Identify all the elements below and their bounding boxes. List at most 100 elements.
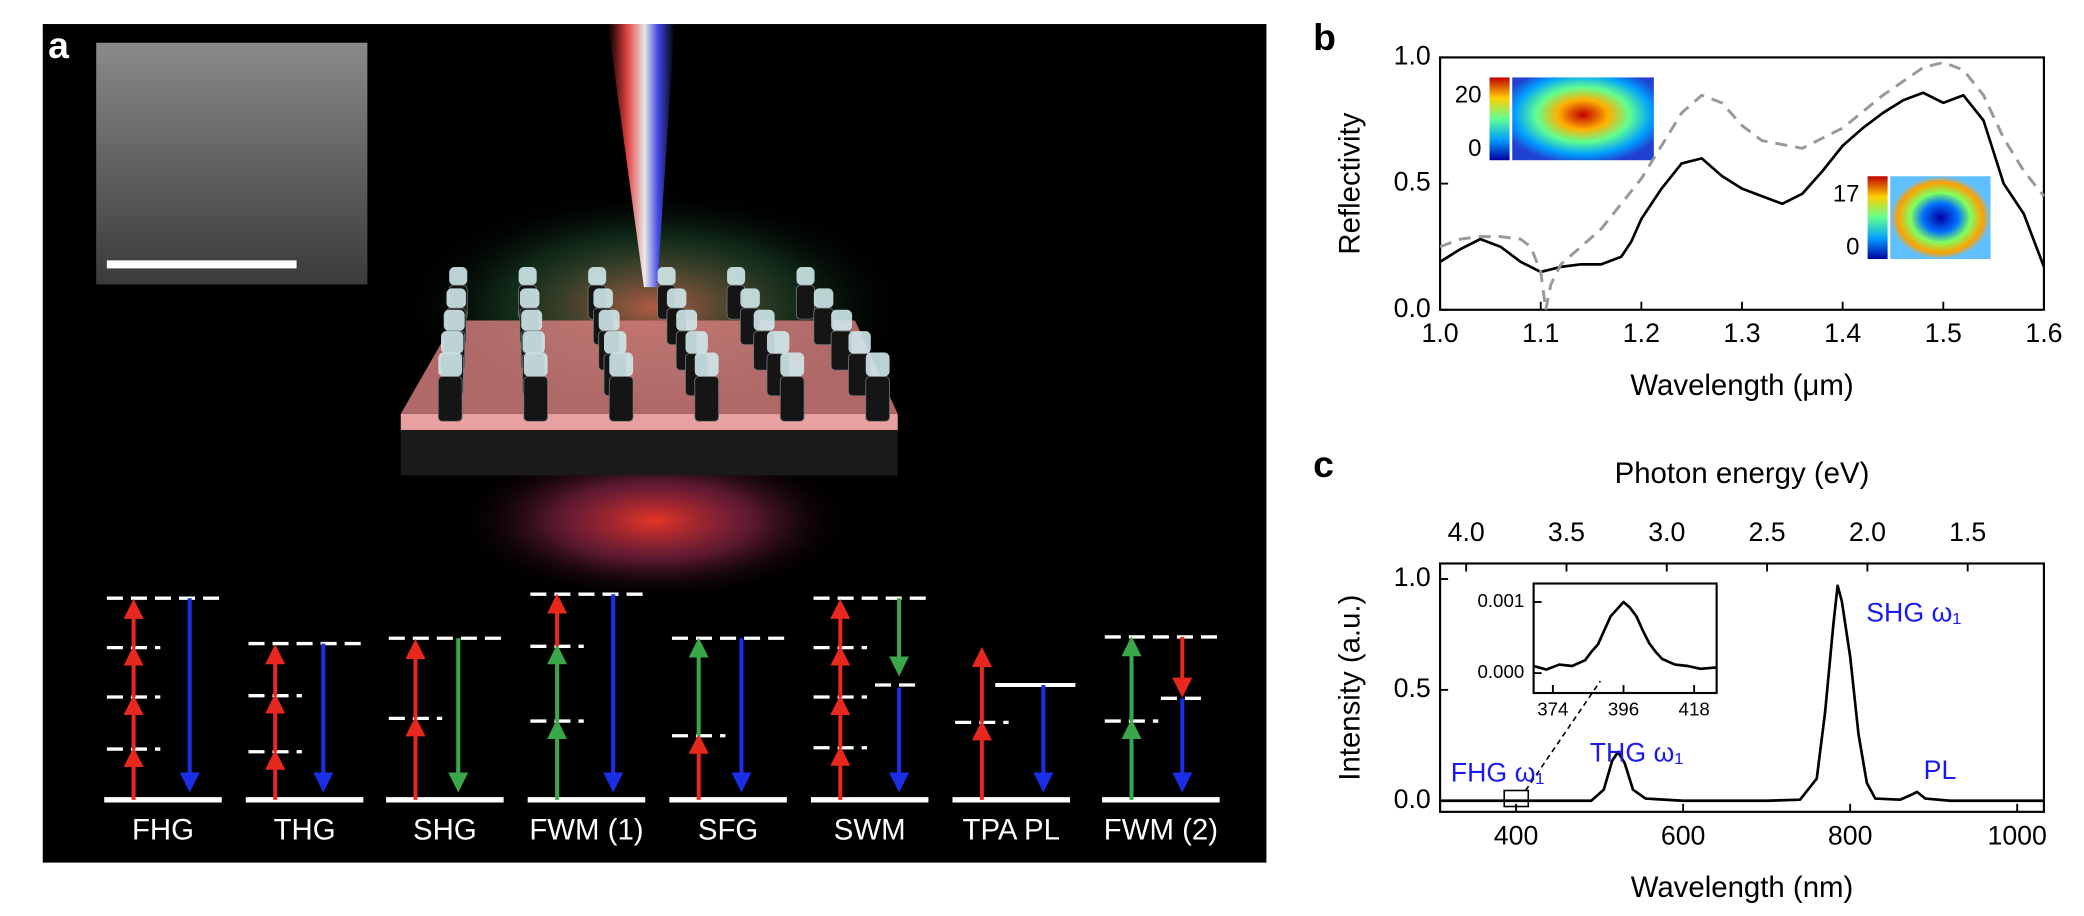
pillar [813,288,834,309]
colorbar-tick-label: 0 [1846,234,1859,261]
pillar [657,267,676,286]
pillar [609,352,634,377]
pillar [438,352,463,377]
pillar [598,309,620,331]
y-axis-label: Reflectivity [1334,112,1367,254]
x-tick-label: 1.4 [1824,318,1861,348]
colorbar [1867,176,1888,260]
pillar [766,331,790,354]
x2-tick-label: 3.0 [1648,517,1685,547]
field-map [1512,77,1654,161]
y-tick-label: 0.5 [1394,673,1431,703]
pillar [523,376,548,422]
pillar [813,307,834,346]
pillar [593,288,613,309]
peak-annotation: THG ω₁ [1590,737,1684,767]
x-tick-label: 1.6 [2025,318,2062,348]
x2-tick-label: 1.5 [1949,517,1986,547]
y-tick-label: 0.5 [1394,167,1431,197]
pillar [796,267,815,286]
field-map [1890,176,1991,260]
x-tick-label: 600 [1661,820,1706,850]
pillar [446,288,466,309]
x-tick-label: 400 [1494,820,1539,850]
data-line [1440,584,2044,803]
pillar [437,376,463,422]
scale-bar [106,260,297,269]
laser-beam [607,24,675,288]
pillar [521,309,543,331]
x-axis-label: Wavelength (nm) [1631,871,1854,904]
pillar [694,376,719,422]
process-label: TPA PL [963,814,1060,847]
pillar [522,331,545,354]
x2-tick-label: 2.5 [1749,517,1786,547]
peak-annotation: PL [1924,755,1957,785]
pillar [796,284,815,320]
x-axis-label: Wavelength (μm) [1630,369,1853,402]
y-tick-label: 0.001 [1477,590,1524,611]
pillar [523,352,548,377]
pillar [780,352,805,377]
y-tick-label: 0.000 [1477,661,1524,682]
pillar [694,352,719,377]
process-label: SFG [698,814,758,847]
colorbar-tick-label: 20 [1455,81,1482,108]
substrate-base [400,429,898,476]
pillar [603,331,627,354]
panel-label: b [1313,16,1336,58]
colorbar-tick-label: 17 [1833,180,1860,207]
pillar [519,288,540,309]
y-tick-label: 0.0 [1394,784,1431,814]
process-label: SWM [834,814,906,847]
x-tick-label: 1.5 [1925,318,1962,348]
plot-frame [1439,562,2045,813]
pillar [608,376,634,422]
y-tick-label: 0.0 [1394,293,1431,323]
x-tick-label: 418 [1679,699,1710,720]
process-label: THG [274,814,336,847]
pillar [779,376,805,422]
peak-annotation: SHG ω₁ [1866,597,1961,627]
x2-axis-label: Photon energy (eV) [1615,457,1870,490]
pillar [727,267,746,286]
data-line [1439,91,2046,274]
x-tick-label: 1.0 [1422,318,1459,348]
pillar [518,267,537,286]
peak-annotation: FHG ω₁ [1451,758,1545,788]
pillar [740,288,760,309]
process-label: SHG [413,814,477,847]
energy-diagrams [104,592,1220,803]
pillar [441,331,464,354]
process-label: FWM (1) [529,814,643,847]
pillar [753,309,775,331]
x2-tick-label: 2.0 [1849,517,1886,547]
pillar [443,309,465,331]
y-tick-label: 1.0 [1394,40,1431,70]
x-tick-label: 1.2 [1623,318,1660,348]
x-tick-label: 1.3 [1723,318,1760,348]
colorbar-tick-label: 0 [1468,135,1481,162]
y-tick-label: 1.0 [1394,562,1431,592]
x-tick-label: 1000 [1987,820,2046,850]
process-label: FWM (2) [1104,814,1218,847]
pillar [685,331,708,354]
plot-frame [1532,582,1718,695]
colorbar [1489,77,1510,161]
pillars [437,267,890,422]
pillar [848,331,871,354]
pillar [831,309,853,331]
zoom-line [1524,680,1602,791]
data-line [1533,600,1717,671]
data-line [1439,60,2046,312]
sem-image [96,42,368,285]
pillar [666,288,687,309]
pillar [449,267,468,286]
panel-label: a [48,24,70,66]
pillar [865,376,890,422]
x2-tick-label: 3.5 [1548,517,1585,547]
pillar [588,267,607,286]
y-axis-label: Intensity (a.u.) [1334,595,1367,781]
